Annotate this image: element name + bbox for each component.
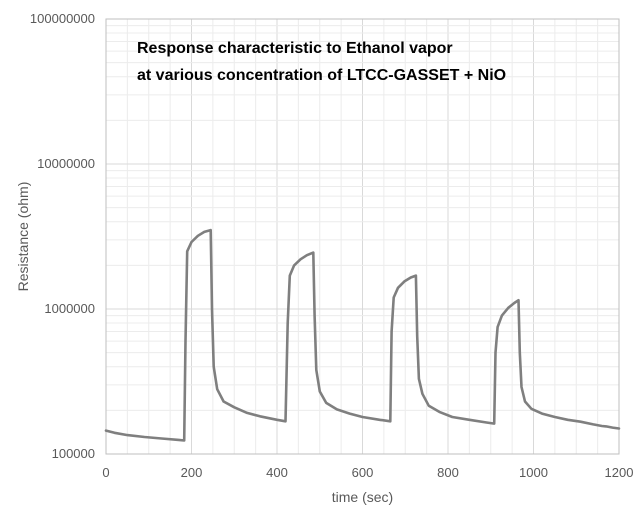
- y-tick-label: 100000000: [30, 11, 95, 26]
- x-axis-tick-labels: 0 200 400 600 800 1000 1200: [102, 465, 633, 480]
- x-tick-label: 600: [352, 465, 374, 480]
- y-tick-label: 10000000: [37, 156, 95, 171]
- y-axis-tick-labels: 100000 1000000 10000000 100000000: [30, 11, 95, 461]
- x-axis-title: time (sec): [332, 489, 393, 505]
- x-tick-label: 0: [102, 465, 109, 480]
- x-tick-label: 1200: [605, 465, 634, 480]
- x-tick-label: 400: [266, 465, 288, 480]
- plot-area-frame: [105, 18, 620, 455]
- x-tick-label: 800: [437, 465, 459, 480]
- series-layer: [104, 228, 621, 442]
- grid-lines: [105, 18, 620, 455]
- chart-title-line-2: at various concentration of LTCC-GASSET …: [137, 67, 506, 84]
- x-tick-label: 1000: [519, 465, 548, 480]
- chart-title-line-1: Response characteristic to Ethanol vapor: [137, 40, 453, 57]
- series-line-1: [104, 228, 621, 442]
- y-axis-title: Resistance (ohm): [15, 182, 31, 292]
- y-tick-label: 100000: [52, 446, 95, 461]
- y-tick-label: 1000000: [44, 301, 95, 316]
- x-tick-label: 200: [181, 465, 203, 480]
